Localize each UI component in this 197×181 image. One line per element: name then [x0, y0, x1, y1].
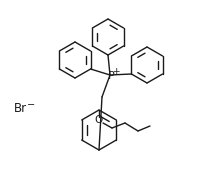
Text: Br: Br	[14, 102, 27, 115]
Text: +: +	[112, 66, 120, 75]
Text: O: O	[95, 115, 103, 125]
Text: −: −	[27, 100, 35, 110]
Text: P: P	[108, 71, 114, 81]
